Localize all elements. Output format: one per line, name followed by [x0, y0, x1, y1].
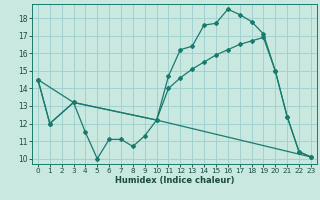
X-axis label: Humidex (Indice chaleur): Humidex (Indice chaleur)	[115, 176, 234, 185]
